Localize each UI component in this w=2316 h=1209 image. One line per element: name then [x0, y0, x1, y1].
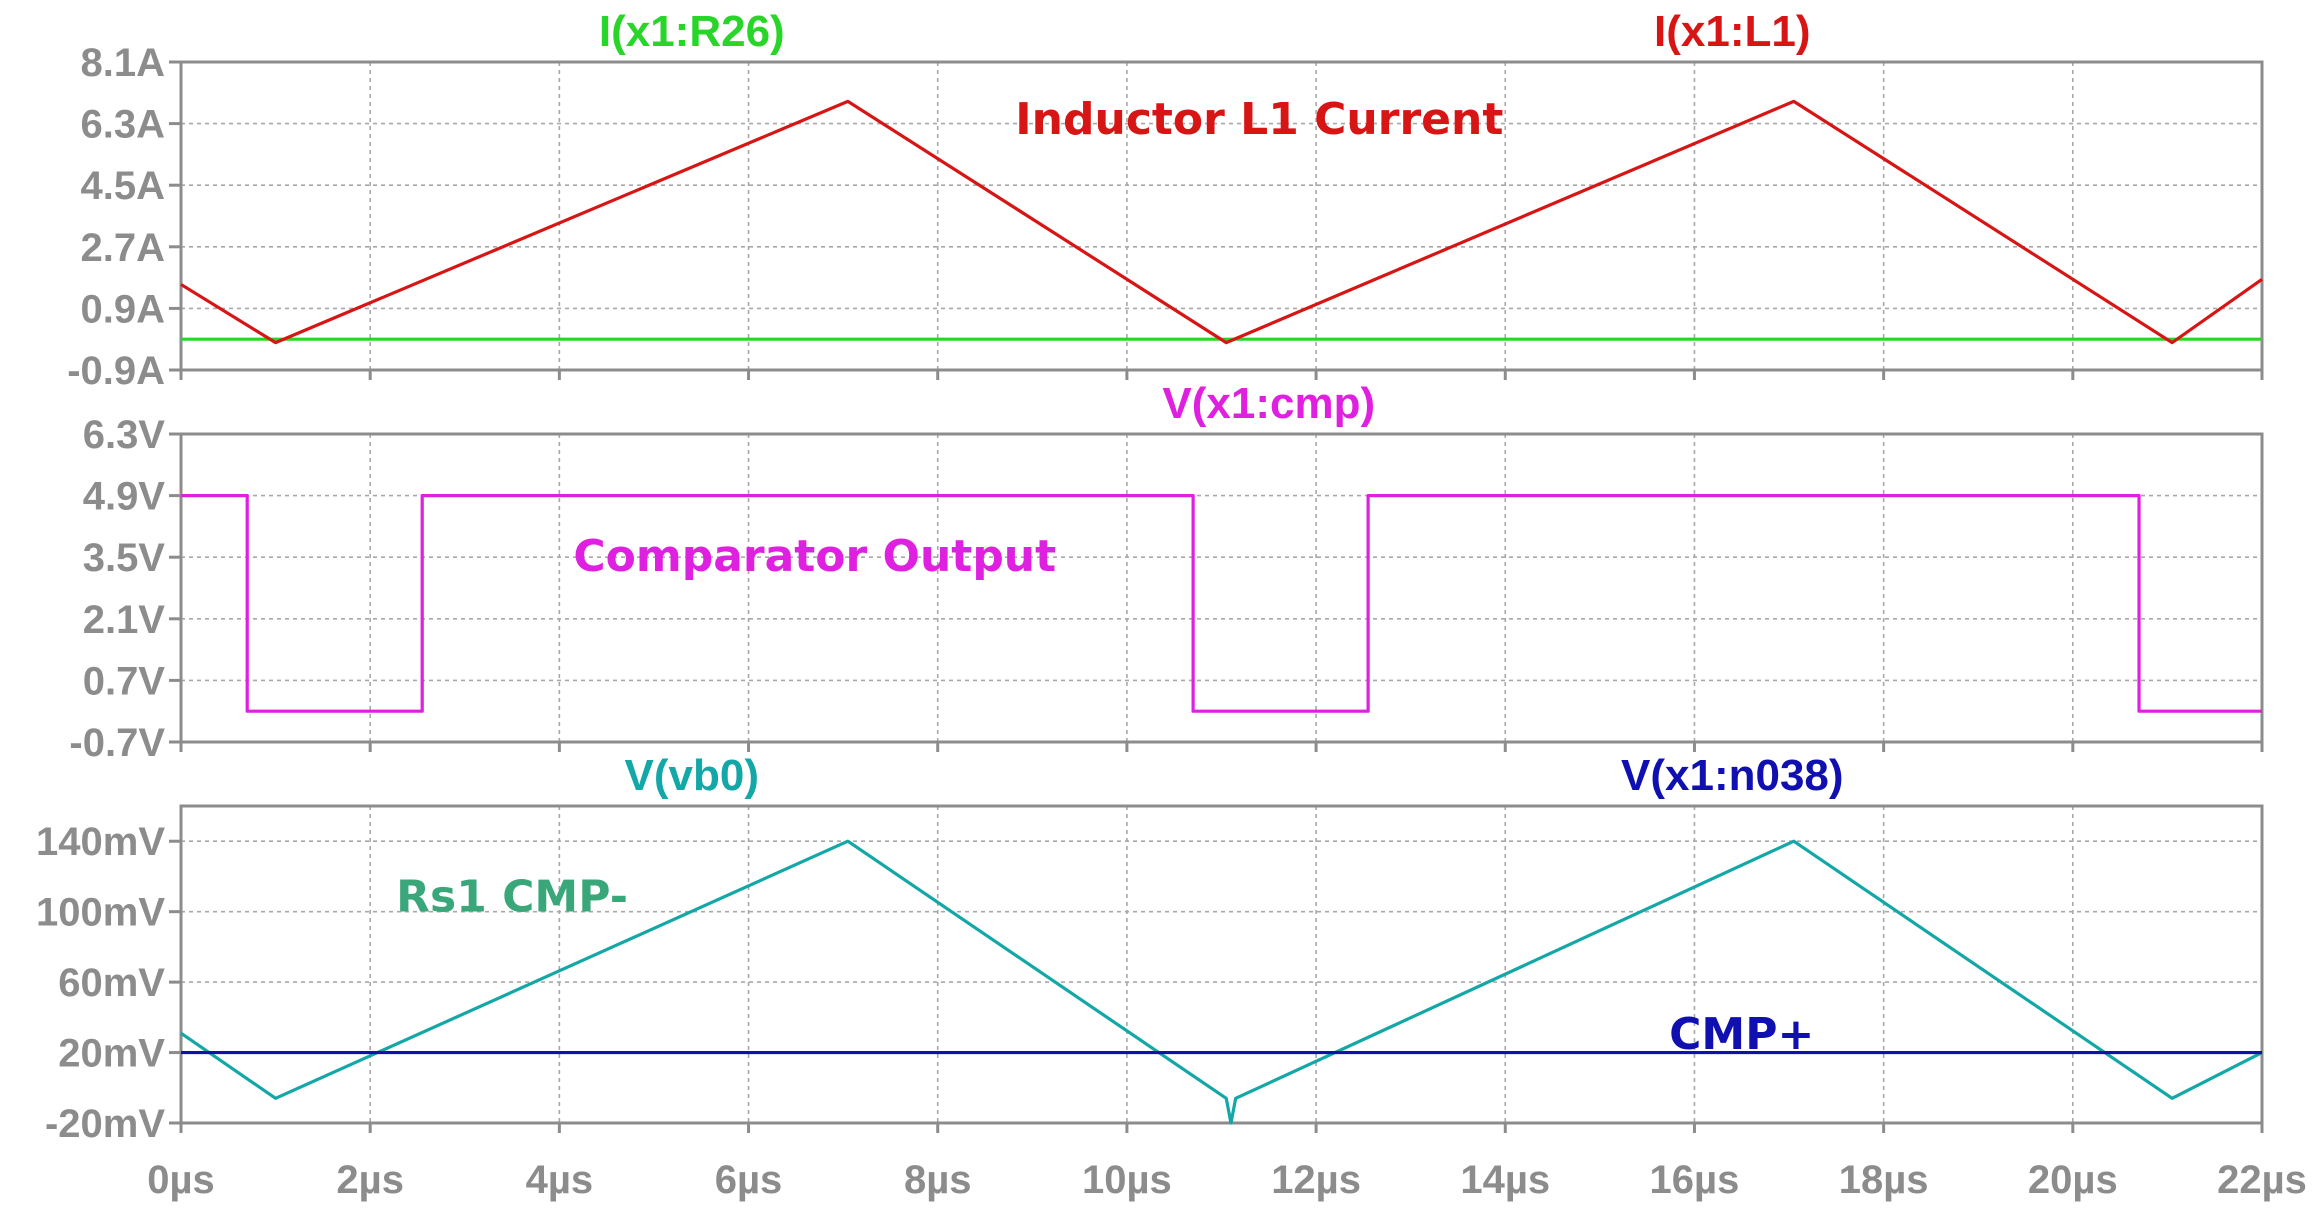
x-tick-label: 18µs: [1839, 1158, 1929, 1202]
x-tick-label: 2µs: [336, 1158, 404, 1202]
series-v-x1-cmp-: [181, 494, 2262, 713]
y-tick-label: 2.7A: [81, 226, 166, 270]
x-tick-label: 6µs: [715, 1158, 783, 1202]
series-i-x1-l1-: [180, 99, 2263, 345]
panel-top: 8.1A 6.3A 4.5A 2.7A 0.9A -0.9A Inductor L1 Cur…: [67, 41, 2264, 393]
x-tick-label: 12µs: [1271, 1158, 1361, 1202]
panel-middle: 6.3V 4.9V 3.5V 2.1V 0.7V -0.7V Comparator Outp…: [69, 413, 2264, 765]
panel-frame: [179, 60, 2264, 372]
y-tick-label: 2.1V: [83, 598, 166, 642]
annotation-label: Rs1 CMP-: [396, 872, 628, 923]
panel-bottom: 140mV 100mV 60mV 20mV -20mV 0µs 2µs 4µs 6µs 8µs 10…: [36, 804, 2307, 1202]
y-tick-label: 3.5V: [83, 536, 166, 580]
trace-title: V(x1:cmp): [1162, 379, 1375, 428]
y-tick-label: 4.9V: [83, 475, 166, 519]
y-tick-label: -0.9A: [67, 349, 165, 393]
panel-frame: [179, 804, 2264, 1125]
trace-title: I(x1:R26): [599, 7, 785, 56]
series-v-vb0-: [180, 839, 2263, 1125]
x-tick-label: 4µs: [526, 1158, 594, 1202]
annotation-label: CMP+: [1669, 1009, 1814, 1060]
y-tick-label: 8.1A: [81, 41, 166, 85]
annotation-label: Comparator Output: [573, 531, 1056, 582]
y-tick-label: -20mV: [45, 1102, 165, 1146]
x-tick-label: 22µs: [2217, 1158, 2307, 1202]
y-tick-label: 6.3A: [81, 103, 166, 147]
y-tick-label: 100mV: [36, 891, 165, 935]
y-tick-label: 20mV: [58, 1032, 165, 1076]
trace-title: V(vb0): [625, 751, 759, 800]
y-tick-label: 0.9A: [81, 287, 166, 331]
annotation-label: Inductor L1 Current: [1015, 94, 1503, 145]
x-tick-label: 14µs: [1460, 1158, 1550, 1202]
y-tick-label: 140mV: [36, 820, 165, 864]
x-tick-label: 0µs: [147, 1158, 215, 1202]
y-tick-label: 0.7V: [83, 659, 166, 703]
y-tick-label: 60mV: [58, 961, 165, 1005]
x-tick-label: 8µs: [904, 1158, 972, 1202]
x-tick-label: 20µs: [2028, 1158, 2118, 1202]
panel-frame: [179, 432, 2264, 744]
trace-title: V(x1:n038): [1621, 751, 1844, 800]
y-tick-label: 4.5A: [81, 164, 166, 208]
y-tick-label: -0.7V: [69, 721, 165, 765]
trace-title: I(x1:L1): [1654, 7, 1810, 56]
x-tick-label: 10µs: [1082, 1158, 1172, 1202]
x-tick-label: 16µs: [1650, 1158, 1740, 1202]
y-tick-label: 6.3V: [83, 413, 166, 457]
